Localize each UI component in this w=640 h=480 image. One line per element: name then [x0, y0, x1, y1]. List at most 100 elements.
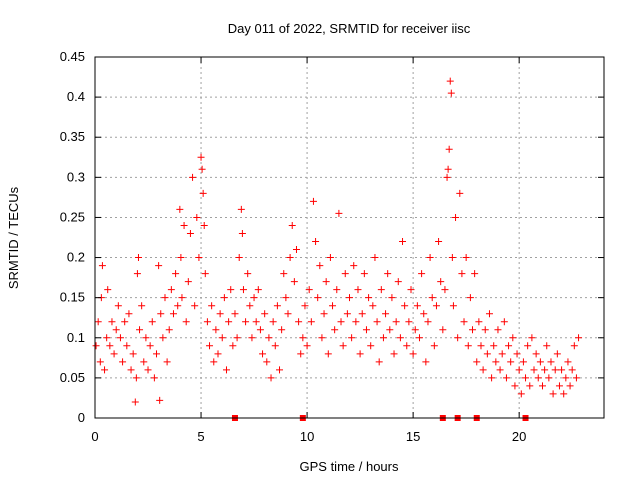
- data-point: [210, 358, 218, 366]
- data-point: [276, 366, 284, 374]
- data-point: [104, 286, 112, 294]
- data-point: [307, 318, 315, 326]
- data-point: [201, 270, 209, 278]
- data-point: [488, 374, 496, 382]
- data-point: [528, 334, 536, 342]
- data-point: [456, 189, 464, 197]
- data-point: [377, 286, 385, 294]
- data-point: [534, 374, 542, 382]
- data-point: [148, 318, 156, 326]
- data-point: [220, 294, 228, 302]
- data-point: [193, 213, 201, 221]
- data-point: [250, 294, 258, 302]
- data-point: [446, 77, 454, 85]
- data-point: [269, 318, 277, 326]
- data-point: [356, 350, 364, 358]
- data-point: [477, 342, 485, 350]
- data-point: [532, 350, 540, 358]
- data-point: [231, 310, 239, 318]
- data-point: [195, 254, 203, 262]
- data-point: [479, 366, 487, 374]
- data-point: [156, 396, 164, 404]
- data-point: [426, 254, 434, 262]
- data-point: [144, 366, 152, 374]
- data-point: [384, 270, 392, 278]
- data-point: [568, 366, 576, 374]
- data-point: [133, 270, 141, 278]
- data-point: [437, 278, 445, 286]
- data-point: [511, 382, 519, 390]
- data-point: [176, 205, 184, 213]
- data-point: [136, 326, 144, 334]
- y-tick-label: 0.2: [67, 250, 85, 265]
- data-point: [411, 326, 419, 334]
- data-point: [96, 358, 104, 366]
- data-point: [259, 350, 267, 358]
- data-point: [297, 350, 305, 358]
- data-point: [449, 302, 457, 310]
- data-point: [464, 342, 472, 350]
- data-point: [462, 254, 470, 262]
- data-point: [388, 294, 396, 302]
- data-point: [309, 197, 317, 205]
- data-point: [509, 334, 517, 342]
- data-point: [428, 294, 436, 302]
- data-point: [447, 89, 455, 97]
- data-point: [280, 270, 288, 278]
- data-point: [282, 294, 290, 302]
- data-point: [225, 318, 233, 326]
- data-point: [114, 302, 122, 310]
- y-tick-labels: 0 0.05 0.1 0.15 0.2 0.25 0.3 0.35 0.4 0.45: [60, 49, 85, 425]
- data-point: [256, 326, 264, 334]
- data-point: [237, 205, 245, 213]
- data-point: [167, 286, 175, 294]
- data-point: [515, 366, 523, 374]
- data-point: [558, 366, 566, 374]
- data-point: [199, 189, 207, 197]
- data-point: [324, 350, 332, 358]
- data-point: [562, 374, 570, 382]
- data-point: [432, 302, 440, 310]
- data-point: [320, 310, 328, 318]
- data-point: [116, 334, 124, 342]
- data-point: [551, 366, 559, 374]
- data-point: [333, 286, 341, 294]
- data-point: [405, 318, 413, 326]
- data-point: [110, 350, 118, 358]
- data-point: [526, 382, 534, 390]
- data-point: [331, 326, 339, 334]
- data-point: [475, 318, 483, 326]
- data-point: [229, 342, 237, 350]
- data-point: [498, 350, 506, 358]
- data-point: [572, 374, 580, 382]
- x-tick-label: 20: [512, 429, 526, 444]
- x-tick-label: 0: [91, 429, 98, 444]
- data-point: [407, 286, 415, 294]
- data-point: [485, 310, 493, 318]
- data-point: [555, 382, 563, 390]
- x-tick-label: 10: [300, 429, 314, 444]
- data-point: [469, 326, 477, 334]
- data-point: [132, 374, 140, 382]
- data-point: [216, 310, 224, 318]
- data-point: [305, 286, 313, 294]
- data-point: [566, 382, 574, 390]
- data-point: [208, 302, 216, 310]
- data-point: [142, 334, 150, 342]
- data-point: [522, 374, 530, 382]
- data-point: [536, 358, 544, 366]
- data-point: [261, 310, 269, 318]
- data-point: [103, 334, 111, 342]
- data-points: [92, 77, 583, 421]
- data-point: [222, 366, 230, 374]
- data-point: [101, 366, 109, 374]
- data-point: [545, 374, 553, 382]
- data-point: [401, 302, 409, 310]
- data-point: [448, 254, 456, 262]
- data-point: [127, 366, 135, 374]
- data-point: [146, 342, 154, 350]
- data-point: [273, 302, 281, 310]
- data-point: [360, 270, 368, 278]
- data-point: [422, 358, 430, 366]
- data-point: [371, 254, 379, 262]
